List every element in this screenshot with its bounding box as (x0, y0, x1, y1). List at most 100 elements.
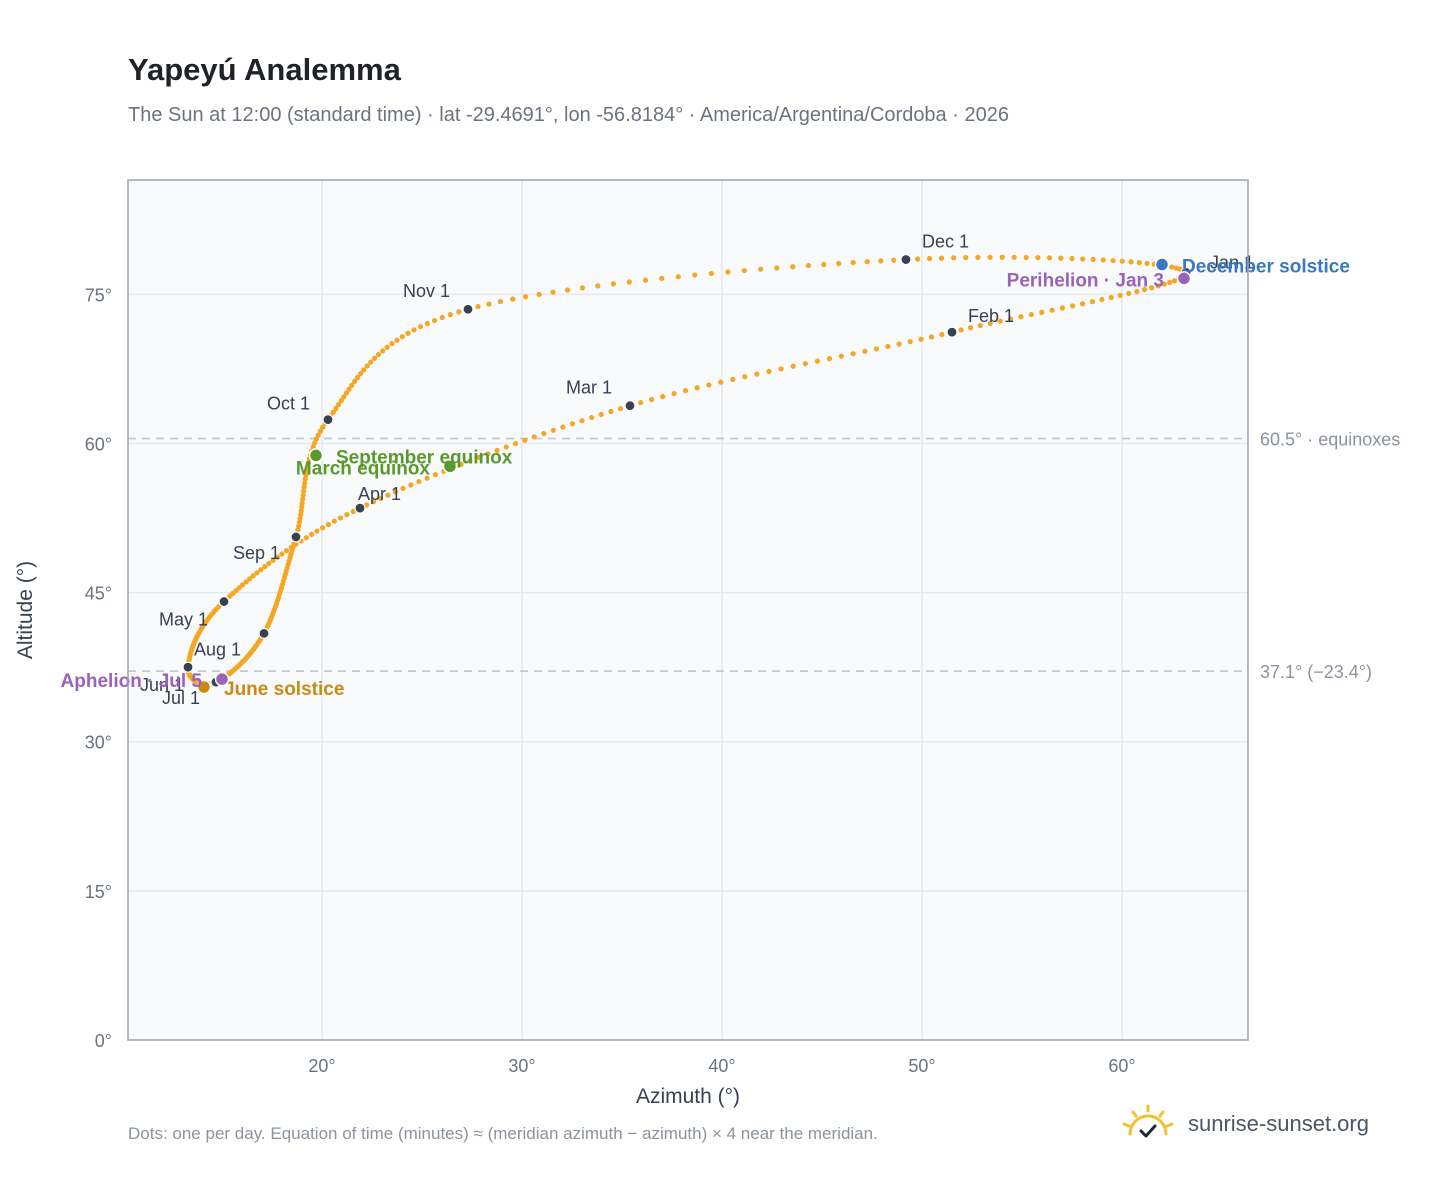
month-label: Oct 1 (267, 394, 310, 414)
daily-sun-dot (836, 260, 842, 267)
y-axis-title: Altitude (°) (14, 561, 37, 659)
daily-sun-dot (999, 254, 1005, 260)
daily-sun-dot (331, 518, 337, 524)
daily-sun-dot (301, 488, 307, 494)
daily-sun-dot (370, 499, 377, 505)
daily-sun-dot (958, 327, 964, 333)
daily-sun-dot (682, 388, 689, 394)
daily-sun-dot (1035, 255, 1041, 261)
daily-sun-dot (522, 294, 529, 300)
daily-sun-dot (512, 441, 519, 447)
daily-sun-dot (394, 337, 400, 343)
daily-sun-dot (1080, 256, 1086, 262)
daily-sun-dot (378, 495, 384, 502)
daily-sun-dot (774, 265, 780, 271)
month-marker (258, 627, 270, 639)
daily-sun-dot (330, 409, 337, 415)
daily-sun-dot (510, 296, 516, 302)
daily-sun-dot (1126, 290, 1132, 297)
daily-sun-dot (671, 390, 677, 397)
daily-sun-dot (431, 317, 438, 324)
daily-sun-dot (595, 283, 601, 289)
daily-sun-dot (766, 368, 772, 375)
daily-sun-dot (692, 272, 698, 278)
daily-sun-dot (338, 398, 344, 404)
daily-sun-dot (417, 324, 424, 330)
daily-sun-dot (805, 262, 812, 269)
y-tick-label: 45° (85, 584, 112, 604)
daily-sun-dot (1046, 255, 1053, 261)
daily-sun-dot (967, 325, 974, 331)
daily-sun-dot (317, 428, 324, 434)
daily-sun-dot (864, 259, 870, 265)
event-marker (214, 671, 230, 687)
x-tick-label: 50° (908, 1056, 935, 1076)
daily-sun-dot (405, 330, 411, 336)
x-tick-label: 20° (308, 1056, 335, 1076)
daily-sun-dot (305, 460, 311, 466)
daily-sun-dot (987, 320, 993, 326)
daily-sun-dot (380, 348, 386, 354)
plot-background (128, 180, 1248, 1040)
daily-sun-dot (333, 405, 339, 411)
daily-sun-dot (301, 484, 307, 490)
daily-sun-dot (850, 259, 856, 266)
daily-sun-dot (336, 401, 342, 408)
daily-sun-dot (778, 366, 784, 372)
daily-sun-dot (754, 371, 760, 377)
daily-sun-dot (564, 287, 571, 293)
daily-sun-dot (1069, 255, 1075, 262)
daily-sun-dot (706, 382, 712, 388)
daily-sun-dot (389, 341, 395, 347)
event-label: September equinox (336, 447, 513, 468)
daily-sun-dot (694, 385, 700, 391)
daily-sun-dot (1100, 257, 1106, 263)
daily-sun-dot (659, 275, 665, 281)
daily-sun-dot (541, 430, 547, 437)
daily-sun-dot (313, 436, 320, 442)
daily-sun-dot (1119, 258, 1125, 264)
y-tick-label: 15° (85, 882, 112, 902)
daily-sun-dot (675, 274, 681, 280)
daily-sun-dot (254, 570, 260, 576)
daily-sun-dot (344, 512, 350, 518)
daily-sun-dot (349, 382, 355, 388)
daily-sun-dot (304, 468, 310, 474)
daily-sun-dot (354, 374, 361, 381)
event-label: March equinox (296, 458, 431, 479)
event-label: Aphelion · Jul 5 (61, 671, 203, 692)
daily-sun-dot (1155, 283, 1161, 289)
daily-sun-dot (361, 367, 367, 373)
daily-sun-dot (1110, 257, 1116, 264)
daily-sun-dot (1141, 287, 1148, 293)
x-tick-label: 30° (508, 1056, 535, 1076)
daily-sun-dot (1108, 294, 1114, 301)
daily-sun-dot (310, 444, 316, 450)
daily-sun-dot (610, 281, 617, 287)
daily-sun-dot (617, 405, 624, 412)
event-marker (1176, 271, 1192, 286)
brand-logo[interactable]: sunrise-sunset.org (1122, 1102, 1369, 1146)
month-marker (322, 414, 334, 426)
daily-sun-dot (660, 393, 666, 400)
daily-sun-dot (385, 492, 391, 498)
daily-sun-dot (447, 312, 453, 318)
daily-sun-dot (758, 266, 764, 272)
month-label: Aug 1 (194, 639, 241, 659)
daily-sun-dot (1049, 307, 1055, 313)
daily-sun-dot (364, 363, 370, 369)
daily-sun-dot (896, 341, 902, 347)
daily-sun-dot (850, 351, 856, 357)
daily-sun-dot (642, 277, 649, 283)
daily-sun-dot (730, 376, 736, 383)
daily-sun-dot (1089, 299, 1095, 305)
event-marker (442, 459, 458, 474)
daily-sun-dot (873, 346, 880, 352)
daily-sun-dot (1099, 296, 1105, 303)
daily-sun-dot (821, 261, 827, 268)
reference-line-label: 37.1° (−23.4°) (1260, 662, 1372, 682)
daily-sun-dot (247, 576, 253, 582)
daily-sun-dot (476, 454, 482, 460)
x-tick-label: 40° (708, 1056, 735, 1076)
daily-sun-dot (579, 285, 586, 291)
